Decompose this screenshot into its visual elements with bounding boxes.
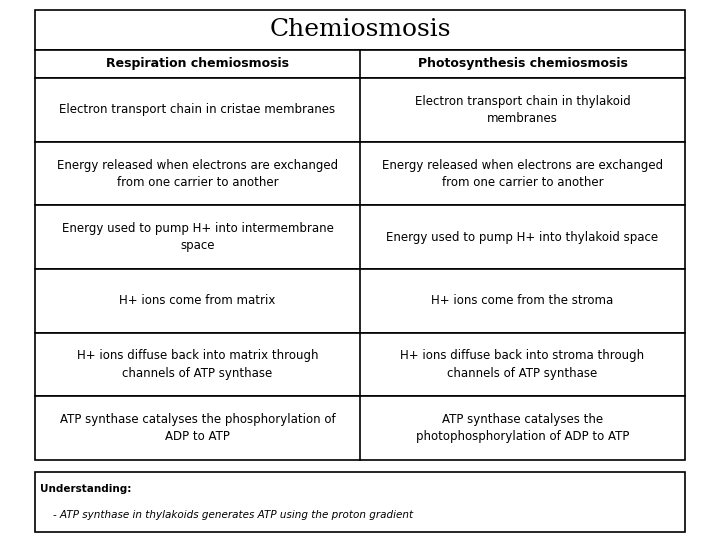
- Text: ATP synthase catalyses the phosphorylation of
ADP to ATP: ATP synthase catalyses the phosphorylati…: [60, 413, 336, 443]
- Text: H+ ions diffuse back into stroma through
channels of ATP synthase: H+ ions diffuse back into stroma through…: [400, 349, 644, 380]
- Text: H+ ions diffuse back into matrix through
channels of ATP synthase: H+ ions diffuse back into matrix through…: [77, 349, 318, 380]
- Bar: [35, 78, 685, 141]
- Text: Energy used to pump H+ into thylakoid space: Energy used to pump H+ into thylakoid sp…: [387, 231, 659, 244]
- Bar: [35, 269, 685, 333]
- Bar: [35, 396, 685, 460]
- Text: Photosynthesis chemiosmosis: Photosynthesis chemiosmosis: [418, 57, 627, 71]
- Bar: [35, 141, 685, 205]
- Text: Electron transport chain in cristae membranes: Electron transport chain in cristae memb…: [60, 103, 336, 116]
- Text: Energy released when electrons are exchanged
from one carrier to another: Energy released when electrons are excha…: [57, 159, 338, 188]
- Text: Understanding:: Understanding:: [40, 484, 131, 494]
- Text: Electron transport chain in thylakoid
membranes: Electron transport chain in thylakoid me…: [415, 95, 631, 125]
- Text: Chemiosmosis: Chemiosmosis: [269, 18, 451, 42]
- Bar: [35, 333, 685, 396]
- Text: Energy used to pump H+ into intermembrane
space: Energy used to pump H+ into intermembran…: [62, 222, 333, 252]
- Text: Respiration chemiosmosis: Respiration chemiosmosis: [106, 57, 289, 71]
- Text: - ATP synthase in thylakoids generates ATP using the proton gradient: - ATP synthase in thylakoids generates A…: [53, 510, 413, 520]
- Text: H+ ions come from the stroma: H+ ions come from the stroma: [431, 294, 613, 307]
- Text: H+ ions come from matrix: H+ ions come from matrix: [120, 294, 276, 307]
- Text: Energy released when electrons are exchanged
from one carrier to another: Energy released when electrons are excha…: [382, 159, 663, 188]
- Bar: [35, 10, 685, 50]
- Bar: [35, 205, 685, 269]
- Text: ATP synthase catalyses the
photophosphorylation of ADP to ATP: ATP synthase catalyses the photophosphor…: [416, 413, 629, 443]
- Bar: [35, 472, 685, 532]
- Bar: [35, 50, 685, 78]
